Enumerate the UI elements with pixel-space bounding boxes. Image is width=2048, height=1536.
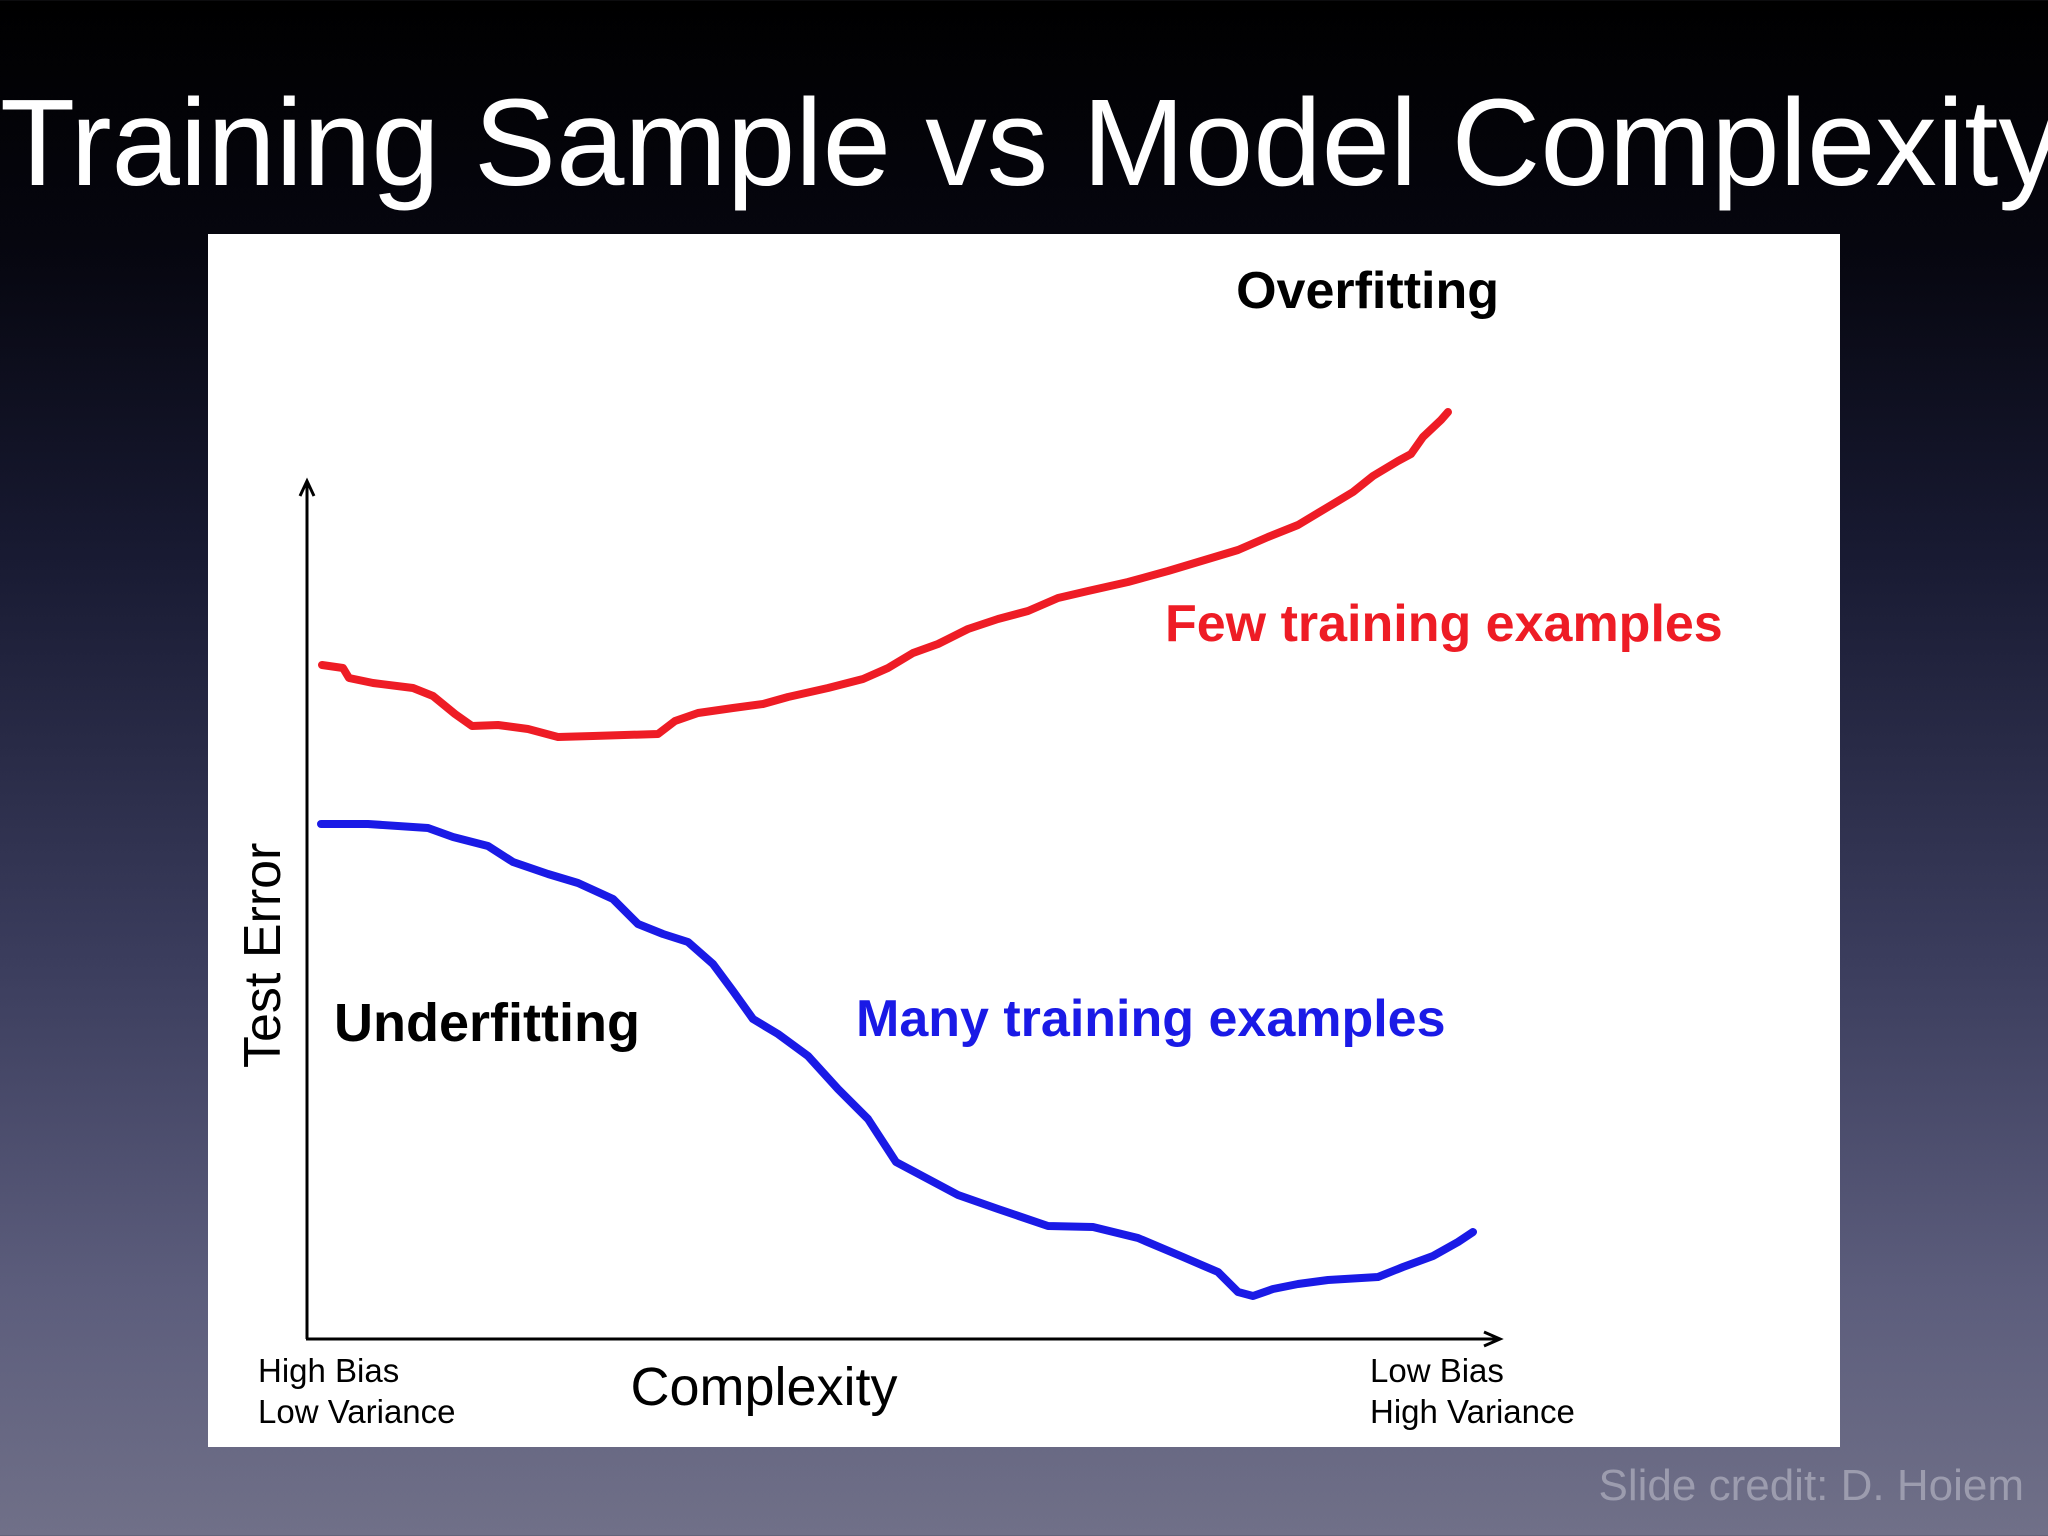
- underfitting-label: Underfitting: [334, 993, 640, 1053]
- few-training-examples-label: Few training examples: [1165, 595, 1723, 653]
- overfitting-label: Overfitting: [1236, 262, 1499, 320]
- y-axis-label: Test Error: [234, 843, 292, 1068]
- many-training-examples-label: Many training examples: [856, 990, 1446, 1048]
- x-axis-label: Complexity: [630, 1357, 897, 1417]
- y-axis-arrowhead: [298, 477, 316, 497]
- bias-variance-diagram: Overfitting Underfitting Few training ex…: [234, 262, 1723, 1430]
- figure-panel: Overfitting Underfitting Few training ex…: [208, 234, 1840, 1447]
- few-training-examples-curve: [318, 408, 1452, 741]
- axes: [298, 477, 1504, 1348]
- slide-title: Training Sample vs Model Complexity: [0, 75, 2048, 212]
- x-left-line2: Low Variance: [258, 1393, 456, 1430]
- many-training-examples-curve: [317, 820, 1477, 1300]
- x-axis-arrowhead: [1483, 1330, 1504, 1348]
- x-right-line1: Low Bias: [1370, 1352, 1504, 1389]
- x-left-line1: High Bias: [258, 1352, 399, 1389]
- x-right-line2: High Variance: [1370, 1393, 1575, 1430]
- slide-credit: Slide credit: D. Hoiem: [1598, 1461, 2024, 1510]
